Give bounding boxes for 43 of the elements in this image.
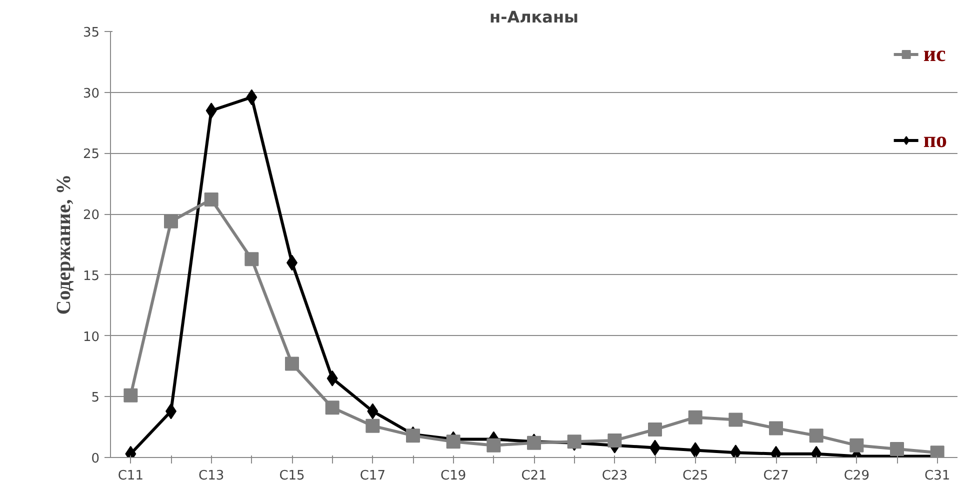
point	[204, 192, 218, 206]
x-tick-label: C29	[844, 468, 870, 484]
point	[164, 214, 178, 228]
point	[850, 438, 864, 452]
y-axis-title: Содержание, %	[52, 174, 75, 315]
legend-label: ис	[923, 41, 946, 67]
x-tick-label: C19	[440, 468, 466, 484]
x-tick-label: C11	[118, 468, 144, 484]
y-tick-label: 5	[91, 390, 100, 406]
y-tick-label: 20	[82, 208, 100, 224]
point	[648, 422, 662, 437]
x-tick-label: C23	[602, 468, 628, 484]
y-tick-label: 35	[82, 26, 100, 40]
point	[930, 446, 944, 458]
point	[486, 438, 501, 452]
point	[688, 410, 702, 424]
point	[406, 428, 420, 443]
chart-title: н-Алканы	[490, 8, 578, 26]
point	[890, 442, 904, 456]
point	[325, 400, 340, 415]
x-tick-label: C27	[763, 468, 789, 484]
y-tick-label: 25	[82, 147, 100, 162]
y-tick-label: 0	[91, 452, 100, 466]
x-tick-label: C25	[682, 468, 708, 484]
legend-label: по	[923, 127, 947, 153]
x-tick-label: C31	[924, 468, 950, 484]
x-tick-label: C17	[360, 468, 386, 484]
point	[124, 388, 138, 402]
point	[366, 418, 380, 433]
point	[608, 433, 622, 448]
point	[728, 412, 743, 427]
y-tick-label: 10	[82, 330, 100, 345]
point	[769, 421, 783, 436]
point	[809, 428, 824, 443]
y-tick-label: 30	[82, 86, 100, 102]
point	[690, 442, 701, 458]
y-tick-label: 15	[82, 268, 100, 284]
point	[244, 252, 259, 266]
x-tick-label: C21	[521, 468, 547, 484]
point	[285, 356, 299, 371]
point	[446, 434, 460, 449]
x-tick-label: C15	[279, 468, 305, 484]
x-tick-label: C13	[198, 468, 224, 484]
